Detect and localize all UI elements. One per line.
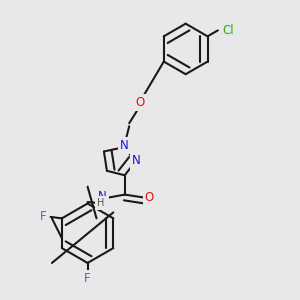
Text: N: N — [132, 154, 141, 167]
Text: F: F — [84, 272, 91, 285]
Text: Cl: Cl — [222, 24, 234, 37]
Text: H: H — [97, 198, 105, 208]
Text: O: O — [135, 96, 144, 109]
Text: F: F — [40, 210, 47, 224]
Text: N: N — [120, 139, 129, 152]
Text: O: O — [145, 191, 154, 204]
Text: N: N — [98, 190, 107, 203]
